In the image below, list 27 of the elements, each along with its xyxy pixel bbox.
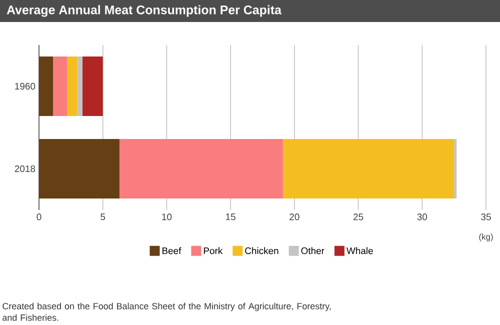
legend-label: Beef: [162, 247, 182, 254]
x-tick-label: 5: [100, 214, 106, 220]
legend-label: Pork: [204, 247, 223, 254]
x-tick-label: 20: [290, 214, 300, 220]
x-axis-title: (kg): [479, 234, 493, 242]
bar: [454, 139, 457, 198]
legend-label: Whale: [346, 247, 373, 254]
bar: [282, 139, 454, 198]
legend-label: Other: [301, 247, 324, 254]
bar: [67, 56, 78, 116]
legend-label: Chicken: [245, 247, 278, 254]
y-tick-label: 1960: [15, 82, 36, 90]
x-tick-label: 25: [353, 214, 364, 220]
chart-title: Average Annual Meat Consumption Per Capita: [6, 5, 282, 17]
bar: [119, 139, 283, 198]
bar: [82, 56, 103, 116]
x-tick-label: 15: [226, 214, 236, 220]
x-tick-label: 0: [36, 214, 42, 220]
bar: [39, 139, 120, 198]
x-tick-label: 35: [481, 214, 491, 220]
x-tick-label: 30: [417, 214, 428, 220]
text: Created based on the Food Balance Sheet of the Ministry of Agriculture, Forestry, and Fisheries.: [2, 302, 331, 321]
bar: [53, 56, 68, 116]
x-tick-label: 10: [162, 214, 172, 220]
y-tick-label: 2018: [14, 165, 36, 172]
bar: [39, 56, 54, 116]
bar: [77, 56, 82, 116]
